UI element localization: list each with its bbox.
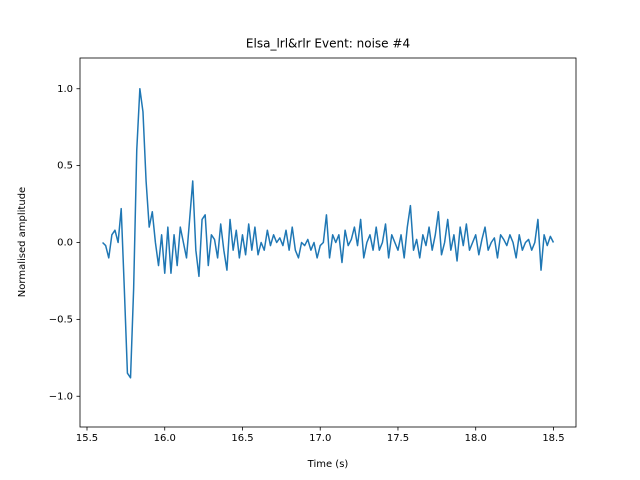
x-tick-label: 16.5: [231, 433, 253, 444]
x-axis-label: Time (s): [307, 459, 349, 470]
y-tick-label: 0.0: [57, 238, 73, 249]
data-line: [102, 88, 555, 379]
y-tick-label: −0.5: [49, 314, 73, 325]
y-tick-label: 0.5: [57, 161, 73, 172]
y-tick-label: 1.0: [57, 84, 73, 95]
x-tick-label: 18.0: [465, 433, 487, 444]
x-tick-label: 16.0: [154, 433, 176, 444]
x-tick-label: 15.5: [76, 433, 98, 444]
y-tick-label: −1.0: [49, 391, 73, 402]
y-axis-label: Normalised amplitude: [17, 187, 28, 297]
chart-title: Elsa_lrl&rlr Event: noise #4: [246, 37, 410, 51]
plot-frame: [79, 57, 577, 428]
x-tick-label: 17.5: [387, 433, 409, 444]
x-tick-label: 17.0: [309, 433, 331, 444]
x-tick-label: 18.5: [542, 433, 564, 444]
